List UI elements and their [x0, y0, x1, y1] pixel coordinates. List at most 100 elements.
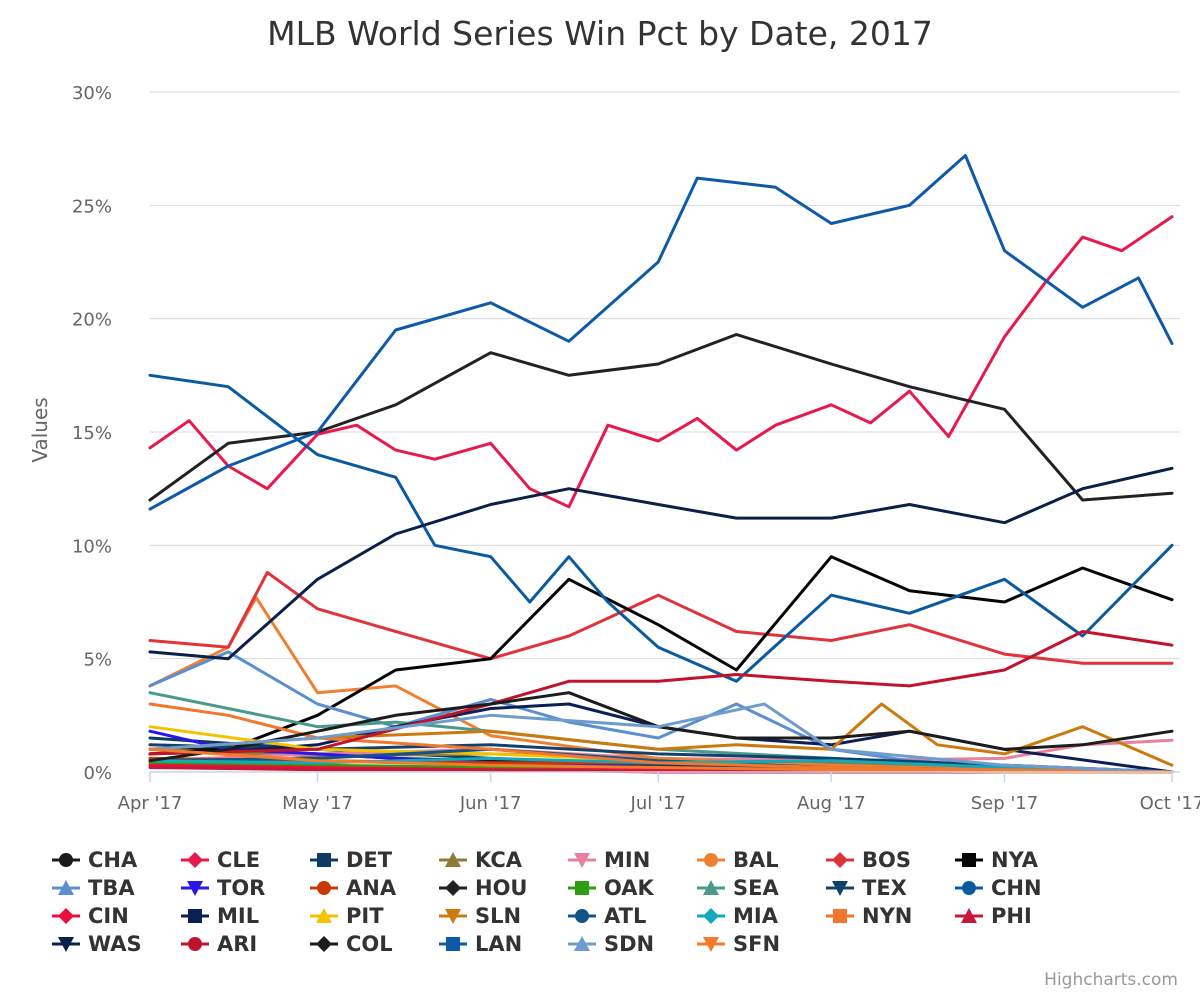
- legend-item-cha[interactable]: CHA: [52, 846, 137, 874]
- x-tick-label: Aug '17: [797, 793, 866, 814]
- legend-item-pit[interactable]: PIT: [310, 902, 384, 930]
- legend-item-min[interactable]: MIN: [568, 846, 650, 874]
- series-line-cle[interactable]: [148, 215, 1174, 509]
- legend-symbol-icon: [439, 937, 467, 951]
- legend-item-sfn[interactable]: SFN: [697, 930, 780, 958]
- legend-item-oak[interactable]: OAK: [568, 874, 654, 902]
- legend-label: NYN: [862, 904, 913, 928]
- legend-item-tor[interactable]: TOR: [181, 874, 265, 902]
- legend-label: LAN: [475, 932, 523, 956]
- legend-label: CIN: [88, 904, 129, 928]
- legend-symbol-icon: [181, 909, 209, 923]
- legend-item-mia[interactable]: MIA: [697, 902, 778, 930]
- legend-label: SEA: [733, 876, 779, 900]
- series-line-hou[interactable]: [148, 333, 1174, 502]
- x-tick-label: Jul '17: [630, 793, 686, 814]
- legend-label: TEX: [862, 876, 907, 900]
- legend-label: WAS: [88, 932, 142, 956]
- legend-label: MIA: [733, 904, 778, 928]
- legend-item-tba[interactable]: TBA: [52, 874, 135, 902]
- legend-item-mil[interactable]: MIL: [181, 902, 259, 930]
- credits-link[interactable]: Highcharts.com: [1044, 970, 1178, 990]
- legend-symbol-icon: [181, 881, 209, 896]
- y-tick-label: 0%: [83, 763, 112, 784]
- legend-label: BOS: [862, 848, 911, 872]
- legend-symbol-icon: [697, 937, 725, 952]
- legend-symbol-icon: [697, 908, 725, 924]
- legend-item-nyn[interactable]: NYN: [826, 902, 912, 930]
- y-tick-label: 30%: [72, 83, 112, 104]
- legend-item-sln[interactable]: SLN: [439, 902, 521, 930]
- legend-item-nya[interactable]: NYA: [955, 846, 1038, 874]
- legend-symbol-icon: [568, 853, 596, 868]
- legend-item-kca[interactable]: KCA: [439, 846, 522, 874]
- legend-item-tex[interactable]: TEX: [826, 874, 907, 902]
- legend-symbol-icon: [955, 908, 983, 923]
- legend-label: CHA: [88, 848, 138, 872]
- series-line-was[interactable]: [148, 466, 1174, 661]
- series-line-lan[interactable]: [148, 154, 1174, 511]
- series-lines: [148, 154, 1174, 774]
- legend-item-cle[interactable]: CLE: [181, 846, 260, 874]
- legend-label: MIN: [604, 848, 651, 872]
- legend-label: DET: [346, 848, 393, 872]
- legend-symbol-icon: [310, 936, 338, 952]
- legend-symbol-icon: [181, 937, 209, 951]
- legend-label: KCA: [475, 848, 522, 872]
- legend-label: COL: [346, 932, 393, 956]
- legend-label: MIL: [217, 904, 260, 928]
- legend-label: PHI: [991, 904, 1032, 928]
- legend-item-cin[interactable]: CIN: [52, 902, 129, 930]
- legend-label: ANA: [346, 876, 397, 900]
- line-chart: Apr '17 May '17 Jun '17 Jul '17 Aug '17 Sep '…: [72, 83, 1200, 814]
- legend-symbol-icon: [439, 852, 467, 867]
- x-tick-label: May '17: [282, 793, 353, 814]
- legend-symbol-icon: [826, 881, 854, 896]
- legend-symbol-icon: [826, 852, 854, 868]
- y-tick-label: 20%: [72, 310, 112, 331]
- series-line-ari[interactable]: [148, 630, 1174, 756]
- legend-item-col[interactable]: COL: [310, 930, 393, 958]
- x-tick-label: Sep '17: [971, 793, 1039, 814]
- legend-label: SFN: [733, 932, 781, 956]
- legend-item-ari[interactable]: ARI: [181, 930, 257, 958]
- legend-item-phi[interactable]: PHI: [955, 902, 1032, 930]
- legend-item-bal[interactable]: BAL: [697, 846, 779, 874]
- legend-item-hou[interactable]: HOU: [439, 874, 527, 902]
- legend-item-lan[interactable]: LAN: [439, 930, 522, 958]
- legend-item-ana[interactable]: ANA: [310, 874, 396, 902]
- legend-symbol-icon: [568, 881, 596, 895]
- series-line-min[interactable]: [148, 738, 1174, 763]
- legend-item-sea[interactable]: SEA: [697, 874, 779, 902]
- legend-symbol-icon: [52, 908, 80, 924]
- legend-label: OAK: [604, 876, 654, 900]
- legend-item-atl[interactable]: ATL: [568, 902, 646, 930]
- legend-symbol-icon: [181, 852, 209, 868]
- legend-item-was[interactable]: WAS: [52, 930, 142, 958]
- legend-symbol-icon: [955, 881, 983, 895]
- x-axis: Apr '17 May '17 Jun '17 Jul '17 Aug '17 Sep '…: [118, 771, 1200, 814]
- legend-symbol-icon: [52, 853, 80, 867]
- legend-label: CLE: [217, 848, 261, 872]
- series-line-nyn[interactable]: [148, 702, 1174, 774]
- legend-item-chn[interactable]: CHN: [955, 874, 1042, 902]
- series-line-sdn[interactable]: [148, 702, 1174, 774]
- legend-item-det[interactable]: DET: [310, 846, 392, 874]
- series-line-bos[interactable]: [148, 571, 1174, 665]
- legend-label: TOR: [217, 876, 266, 900]
- legend-label: ATL: [604, 904, 647, 928]
- legend-item-sdn[interactable]: SDN: [568, 930, 654, 958]
- series-line-chn[interactable]: [148, 373, 1174, 683]
- x-tick-label: Jun '17: [459, 793, 522, 814]
- legend-symbol-icon: [439, 880, 467, 896]
- y-tick-label: 15%: [72, 423, 112, 444]
- legend-symbol-icon: [310, 881, 338, 895]
- y-tick-label: 10%: [72, 536, 112, 557]
- legend-symbol-icon: [439, 909, 467, 924]
- legend-symbol-icon: [697, 880, 725, 895]
- series-line-nya[interactable]: [148, 555, 1174, 756]
- legend-symbol-icon: [52, 880, 80, 895]
- legend-item-bos[interactable]: BOS: [826, 846, 911, 874]
- legend-label: CHN: [991, 876, 1042, 900]
- legend-label: SDN: [604, 932, 655, 956]
